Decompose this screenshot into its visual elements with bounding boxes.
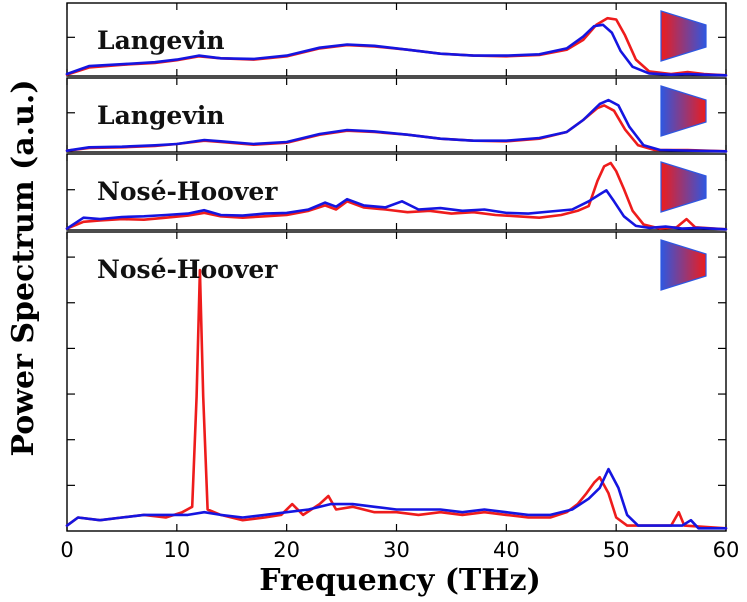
x-axis-title: Frequency (THz): [259, 563, 541, 598]
panel-label: Langevin: [97, 101, 225, 130]
x-tick-label: 30: [383, 538, 410, 562]
x-tick-label: 40: [493, 538, 520, 562]
series-line-red: [65, 268, 728, 530]
x-tick-label: 0: [60, 538, 73, 562]
x-tick-label: 60: [713, 538, 740, 562]
series-line-blue: [65, 189, 728, 231]
panel-1: Langevin: [65, 2, 728, 77]
gradient-triangle-icon: [660, 85, 707, 137]
gradient-triangle-icon: [660, 161, 707, 213]
x-axis: 0 10 20 30 40 50 60: [60, 538, 739, 562]
gradient-triangle-icon: [660, 239, 707, 291]
y-axis-title: Power Spectrum (a.u.): [6, 79, 41, 456]
panel-3: Nosé-Hoover: [65, 153, 728, 231]
panel-label: Nosé-Hoover: [97, 255, 278, 284]
panel-label: Nosé-Hoover: [97, 177, 278, 206]
x-tick-label: 20: [273, 538, 300, 562]
panel-2: Langevin: [65, 77, 728, 153]
panel-4: Nosé-Hoover: [65, 231, 728, 532]
panel-label: Langevin: [97, 26, 225, 55]
series-line-blue: [65, 467, 728, 530]
series-line-blue: [65, 23, 728, 77]
panels: Langevin Langevin Nosé-Hoover Nosé-Hoover: [65, 2, 728, 532]
series-line-red: [65, 161, 728, 231]
series-line-blue: [65, 98, 728, 153]
gradient-triangle-icon: [660, 10, 707, 62]
x-tick-label: 50: [603, 538, 630, 562]
x-tick-label: 10: [163, 538, 190, 562]
